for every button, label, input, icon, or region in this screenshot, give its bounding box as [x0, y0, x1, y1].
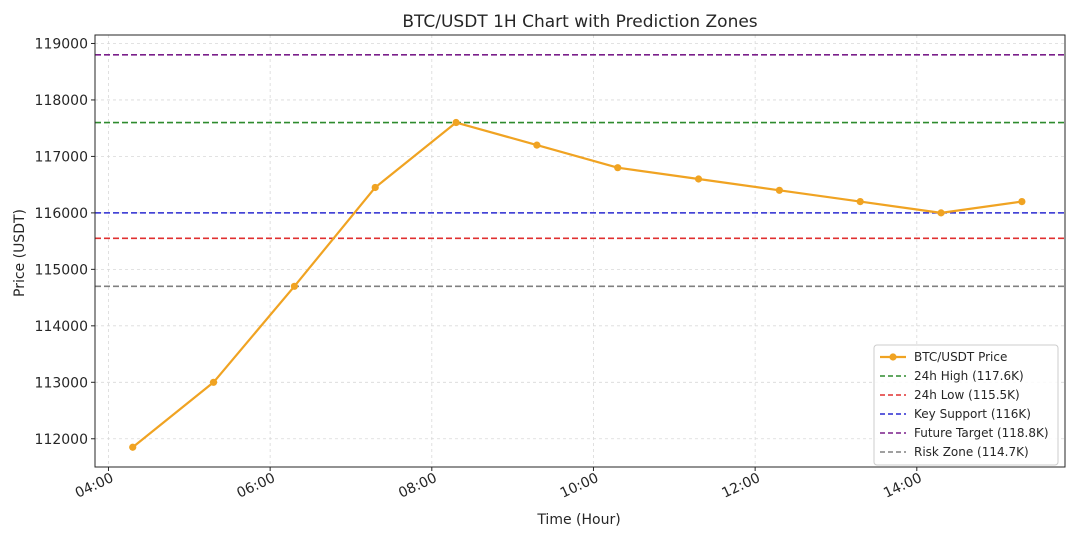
reference-lines: [95, 53, 1065, 288]
x-tick-label: 14:00: [881, 470, 924, 502]
data-point: [856, 197, 864, 206]
legend: BTC/USDT Price 24h High (117.6K) 24h Low (…: [873, 344, 1059, 466]
x-tick-label: 06:00: [234, 470, 277, 502]
legend-box: [873, 344, 1059, 466]
data-point: [290, 282, 298, 290]
x-tick-label: 12:00: [719, 470, 762, 502]
data-point: [129, 443, 137, 451]
series-line: [132, 121, 1023, 449]
legend-entry-label: 24h High (117.6K): [914, 369, 1024, 383]
y-tick-label: 117000: [35, 149, 88, 165]
x-axis-label: Time (Hour): [536, 512, 620, 528]
data-point: [937, 209, 945, 217]
y-tick-label: 116000: [35, 206, 88, 222]
y-tick-label: 112000: [35, 432, 88, 448]
legend-entry-label: Key Support (116K): [914, 407, 1031, 421]
y-axis-label: Price (USDT): [12, 209, 28, 297]
chart-title: BTC/USDT 1H Chart with Prediction Zones: [402, 12, 757, 32]
data-point: [694, 175, 703, 183]
data-point: [209, 378, 218, 386]
legend-entry-label: Future Target (118.8K): [914, 426, 1049, 440]
x-tick-label: 10:00: [558, 470, 601, 502]
plot-frame: [94, 34, 1066, 468]
y-tick-label: 119000: [35, 36, 88, 52]
y-tick-label: 113000: [35, 375, 88, 391]
y-tick-label: 115000: [35, 262, 88, 278]
data-point: [533, 141, 541, 149]
data-point: [614, 164, 622, 172]
legend-entry-label: Risk Zone (114.7K): [914, 445, 1029, 459]
grid: [95, 35, 1065, 467]
legend-entry-label: 24h Low (115.5K): [914, 388, 1020, 402]
data-point: [1018, 197, 1026, 206]
y-tick-label: 118000: [35, 93, 88, 109]
legend-entry-label: BTC/USDT Price: [914, 350, 1007, 364]
data-point: [371, 183, 379, 192]
y-axis-ticks: 112000 113000 114000 115000 116000 117000 1180…: [35, 36, 95, 448]
x-tick-label: 04:00: [73, 470, 116, 502]
data-point: [775, 186, 783, 194]
legend-marker: [889, 353, 897, 361]
y-tick-label: 114000: [35, 319, 88, 335]
data-point: [452, 118, 460, 127]
x-tick-label: 08:00: [396, 470, 439, 502]
series: [129, 118, 1026, 451]
x-axis-ticks: 04:00 06:00 08:00 10:00 12:00 14:00: [73, 467, 924, 502]
